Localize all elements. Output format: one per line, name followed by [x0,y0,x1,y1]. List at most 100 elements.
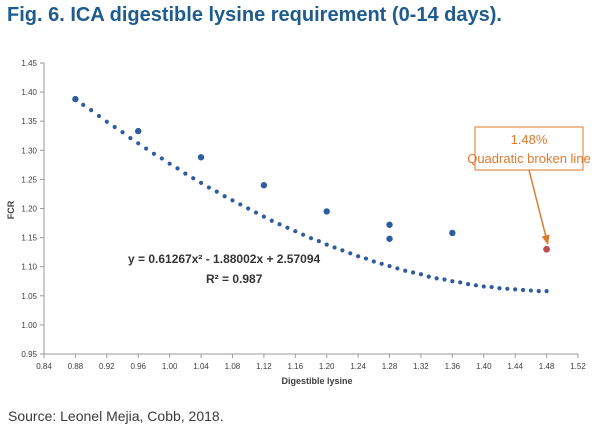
fitted-curve-point [387,264,392,269]
fitted-curve-point [230,198,235,203]
fitted-curve-point [159,156,164,161]
x-tick-label: 1.32 [413,362,429,371]
fitted-curve-point [253,210,259,215]
observed-point [197,154,205,161]
fitted-curve-point [371,259,376,264]
fitted-curve-point [151,151,157,156]
fitted-curve-point [356,254,361,259]
fitted-curve-point [128,135,133,141]
fitted-curve-point [206,185,212,190]
observed-point [260,182,268,189]
fitted-curve-point [403,268,408,273]
fitted-curve-point [410,270,416,275]
fitted-curve-point [418,272,424,277]
fitted-curve-point [497,286,502,291]
fitted-curve-point [120,130,125,135]
fitted-curve-point [473,283,479,288]
fitted-curve-point [143,146,149,151]
x-tick-label: 1.16 [288,362,304,371]
y-tick-label: 1.35 [21,117,37,126]
fitted-curve-point [332,245,337,250]
fitted-curve-points [73,96,549,294]
y-tick-label: 0.95 [21,350,37,359]
x-tick-label: 1.48 [539,362,555,371]
fitted-curve-point [442,277,447,282]
y-tick-label: 1.40 [21,88,37,97]
fitted-curve-point [175,166,180,171]
fitted-curve-point [81,102,86,108]
fitted-curve-point [340,248,345,253]
fitted-curve-point [513,287,518,292]
fitted-curve-point [505,286,510,291]
observed-point [323,208,330,215]
observed-points [72,95,550,253]
callout-label: Quadratic broken line [467,151,591,166]
y-tick-label: 1.00 [21,321,37,330]
x-tick-label: 1.12 [256,362,272,371]
y-tick-label: 1.10 [21,263,37,272]
fitted-curve-point [269,218,274,223]
fitted-curve-point [348,251,353,256]
y-axis-label: FCR [6,200,16,219]
fitted-curve-point [198,180,204,185]
fitted-curve-point [308,236,314,241]
observed-point [449,229,456,237]
x-tick-label: 1.44 [507,362,523,371]
x-tick-label: 1.00 [162,362,178,371]
fitted-curve-point [167,161,172,166]
fitted-curve-point [528,288,533,293]
callout-arrow-head [541,234,550,246]
x-tick-label: 1.40 [476,362,492,371]
fitted-curve-point [261,214,266,219]
x-tick-label: 1.24 [350,362,366,371]
observed-point [72,95,79,103]
x-tick-label: 1.52 [570,362,586,371]
y-tick-label: 1.45 [21,59,37,68]
source-note: Source: Leonel Mejia, Cobb, 2018. [8,408,224,424]
observed-point [386,235,393,242]
fitted-curve-point [465,282,471,287]
fitted-curve-point [489,284,494,290]
fitted-curve-point [191,176,196,181]
fitted-curve-point [316,238,321,244]
fitted-curve-point [238,202,243,207]
r-squared-label: R² = 0.987 [206,272,263,286]
fitted-curve-point [183,171,188,176]
callout-value: 1.48% [511,132,548,147]
fitted-curve-point [277,222,282,227]
y-tick-labels: 0.95 1.00 1.05 1.10 1.15 1.20 1.25 1.30 1.35 1.40… [21,59,44,359]
fitted-curve-point [363,256,369,261]
x-tick-label: 0.96 [130,362,146,371]
fitted-curve-point [395,266,400,271]
fitted-curve-point [96,113,102,119]
x-tick-labels: 0.84 0.88 0.92 0.96 1.00 1.04 1.08 1.12 1.16 1.20… [36,354,586,371]
callout-arrow [528,169,549,244]
equation-label: y = 0.61267x² - 1.88002x + 2.57094 [128,252,320,266]
fitted-curve-point [222,194,227,199]
observed-point [135,127,142,135]
fitted-curve-point [458,280,463,285]
fitted-curve-point [450,279,455,284]
x-tick-label: 0.84 [36,362,52,371]
fitted-curve-point [520,287,526,293]
fitted-curve-point [112,124,117,130]
x-tick-label: 1.08 [225,362,241,371]
fitted-curve-point [89,108,94,113]
fitted-curve-point [379,261,384,266]
y-tick-label: 1.15 [21,234,37,243]
y-tick-label: 1.25 [21,175,37,184]
fitted-curve-point [426,274,431,279]
fitted-curve-point [481,284,486,289]
fitted-curve-point [434,276,439,281]
fitted-curve-point [136,141,141,146]
breakpoint-point [543,245,550,253]
x-tick-label: 0.88 [68,362,84,371]
fitted-curve-point [536,289,541,294]
fitted-curve-point [104,119,109,124]
y-tick-label: 1.05 [21,292,37,301]
chart-area: 0.84 0.88 0.92 0.96 1.00 1.04 1.08 1.12 1.16 1.20… [0,48,600,398]
x-tick-label: 1.20 [319,362,335,371]
x-tick-label: 1.04 [193,362,209,371]
fitted-curve-point [293,229,298,234]
x-axis-label: Digestible lysine [281,376,352,386]
